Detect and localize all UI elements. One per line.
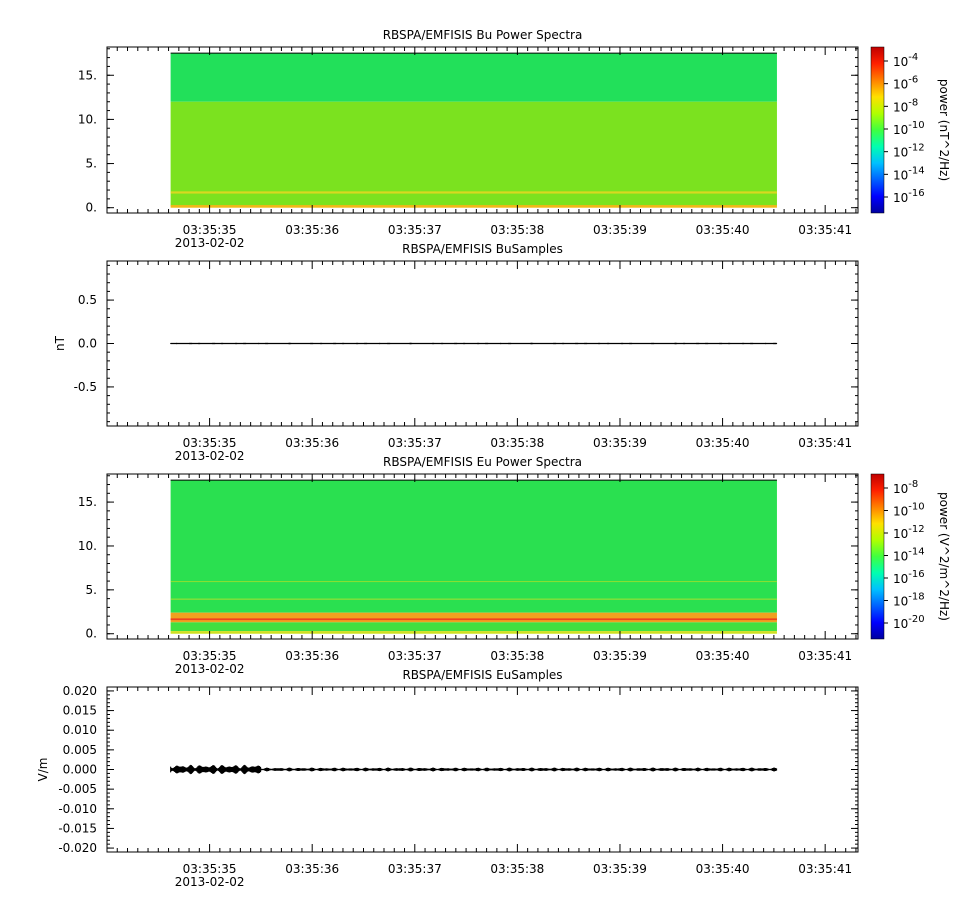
spectrogram-band [170, 612, 777, 623]
colorbar-tick-label: 10-8 [893, 479, 918, 496]
spectrogram-band [170, 53, 777, 102]
y-tick-label: 15. [78, 495, 97, 509]
panel-title: RBSPA/EMFISIS Bu Power Spectra [383, 28, 583, 42]
y-tick-label: -0.010 [58, 802, 97, 816]
y-tick-label: 0.000 [63, 763, 97, 777]
spectrogram-band [170, 480, 777, 613]
x-tick-label: 03:35:35 [183, 649, 237, 663]
x-tick-label: 03:35:40 [696, 862, 750, 876]
y-tick-label: -0.005 [58, 782, 97, 796]
x-tick-label: 03:35:36 [285, 649, 339, 663]
y-axis-label: V/m [36, 758, 50, 782]
spectrogram-band [170, 581, 777, 583]
y-axis-label: nT [53, 335, 67, 351]
panel-title: RBSPA/EMFISIS BuSamples [402, 242, 563, 256]
y-tick-label: -0.015 [58, 821, 97, 835]
x-tick-label: 03:35:36 [285, 862, 339, 876]
x-tick-label: 03:35:40 [696, 223, 750, 237]
y-tick-label: 0.5 [78, 293, 97, 307]
x-tick-label: 03:35:37 [388, 436, 442, 450]
y-tick-label: 0.0 [78, 337, 97, 351]
x-tick-label: 03:35:37 [388, 223, 442, 237]
panel-1: RBSPA/EMFISIS Bu Power Spectra 10-4 10-6 10… [78, 28, 951, 250]
y-tick-label: 10. [78, 539, 97, 553]
x-tick-label: 03:35:41 [798, 223, 852, 237]
x-tick-label: 03:35:40 [696, 436, 750, 450]
x-tick-label: 03:35:38 [490, 223, 544, 237]
panel-title: RBSPA/EMFISIS EuSamples [402, 668, 562, 682]
spectrogram-band [170, 101, 777, 206]
x-tick-label: 03:35:41 [798, 436, 852, 450]
colorbar-tick-label: 10-4 [893, 52, 918, 69]
colorbar-tick-label: 10-20 [893, 614, 925, 631]
colorbar [870, 473, 885, 640]
x-date-label: 2013-02-02 [175, 662, 245, 676]
colorbar-tick-label: 10-14 [893, 547, 925, 564]
colorbar-tick-label: 10-10 [893, 502, 925, 519]
y-tick-label: 0. [86, 201, 97, 215]
colorbar-tick-label: 10-10 [893, 120, 925, 137]
y-tick-label: 10. [78, 112, 97, 126]
y-tick-label: 15. [78, 68, 97, 82]
x-tick-label: 03:35:39 [593, 649, 647, 663]
y-tick-label: 0.010 [63, 723, 97, 737]
x-tick-label: 03:35:36 [285, 436, 339, 450]
y-tick-label: -0.020 [58, 841, 97, 855]
x-date-label: 2013-02-02 [175, 449, 245, 463]
spectrogram-band [170, 618, 777, 621]
colorbar-tick-label: 10-8 [893, 97, 918, 114]
plot-frame [106, 46, 859, 214]
x-tick-label: 03:35:38 [490, 862, 544, 876]
x-tick-label: 03:35:37 [388, 649, 442, 663]
y-tick-label: 5. [86, 157, 97, 171]
colorbar-label: power (V^2/m^2/Hz) [937, 492, 951, 621]
x-tick-label: 03:35:41 [798, 862, 852, 876]
spectrogram-band [170, 205, 777, 208]
colorbar-tick-label: 10-12 [893, 143, 925, 160]
panel-2: RBSPA/EMFISIS BuSamples nT -0.5 0.0 0.5 03:35… [53, 242, 859, 463]
x-tick-label: 03:35:37 [388, 862, 442, 876]
x-date-label: 2013-02-02 [175, 236, 245, 250]
panel-3: RBSPA/EMFISIS Eu Power Spectra 10-8 10-10 1… [78, 455, 951, 676]
spectrogram-band [170, 631, 777, 634]
plot-frame [106, 473, 859, 640]
x-date-label: 2013-02-02 [175, 875, 245, 889]
y-tick-label: 5. [86, 583, 97, 597]
x-tick-label: 03:35:41 [798, 649, 852, 663]
x-tick-label: 03:35:35 [183, 223, 237, 237]
colorbar-label: power (nT^2/Hz) [937, 79, 951, 181]
colorbar-tick-label: 10-18 [893, 592, 925, 609]
x-tick-label: 03:35:40 [696, 649, 750, 663]
colorbar [870, 46, 885, 214]
spectrogram-band [170, 622, 777, 632]
x-tick-label: 03:35:39 [593, 862, 647, 876]
colorbar-tick-label: 10-14 [893, 165, 925, 182]
panel-title: RBSPA/EMFISIS Eu Power Spectra [383, 455, 582, 469]
colorbar-tick-label: 10-16 [893, 188, 925, 205]
x-tick-label: 03:35:35 [183, 862, 237, 876]
x-tick-label: 03:35:36 [285, 223, 339, 237]
colorbar-tick-label: 10-12 [893, 524, 925, 541]
x-tick-label: 03:35:38 [490, 436, 544, 450]
y-tick-label: 0.005 [63, 743, 97, 757]
colorbar-tick-label: 10-6 [893, 75, 918, 92]
x-tick-label: 03:35:39 [593, 436, 647, 450]
x-tick-label: 03:35:35 [183, 436, 237, 450]
y-tick-label: 0.020 [63, 684, 97, 698]
colorbar-tick-label: 10-16 [893, 569, 925, 586]
spectrogram-band [170, 598, 777, 600]
y-tick-label: -0.5 [74, 380, 97, 394]
x-tick-label: 03:35:38 [490, 649, 544, 663]
x-tick-label: 03:35:39 [593, 223, 647, 237]
y-tick-label: 0.015 [63, 704, 97, 718]
panel-4: RBSPA/EMFISIS EuSamples V/m -0.020 -0.015 -0… [36, 668, 859, 889]
spectrogram-band [170, 191, 777, 194]
y-tick-label: 0. [86, 627, 97, 641]
